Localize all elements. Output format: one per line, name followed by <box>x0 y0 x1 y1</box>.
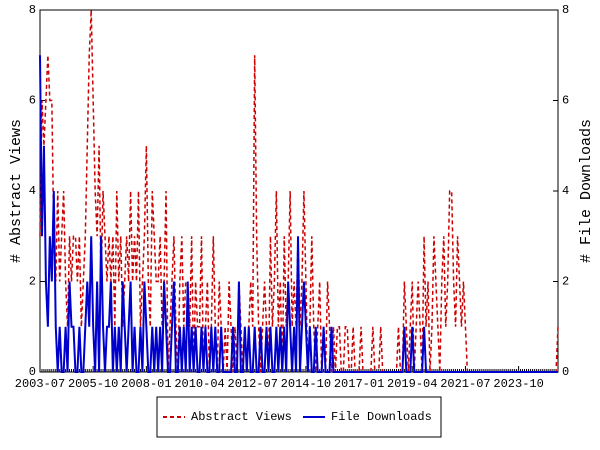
y-tick-label: 6 <box>29 94 36 108</box>
x-tick-label: 2019-04 <box>387 377 437 391</box>
y-tick-label: 8 <box>29 3 36 17</box>
x-tick-label: 2023-10 <box>493 377 543 391</box>
x-tick-label: 2014-10 <box>281 377 331 391</box>
legend-label: File Downloads <box>331 410 432 424</box>
y2-tick-label: 0 <box>562 365 569 379</box>
x-tick-label: 2010-04 <box>174 377 224 391</box>
y-axis-label: # Abstract Views <box>8 119 25 263</box>
x-tick-label: 2017-01 <box>334 377 384 391</box>
y-tick-label: 0 <box>29 365 36 379</box>
y2-tick-label: 6 <box>562 94 569 108</box>
y2-tick-label: 4 <box>562 184 569 198</box>
legend-label: Abstract Views <box>191 410 292 424</box>
x-tick-label: 2003-07 <box>15 377 65 391</box>
y2-tick-label: 8 <box>562 3 569 17</box>
legend-box <box>156 396 442 438</box>
y2-axis-label: # File Downloads <box>578 119 595 263</box>
x-tick-label: 2012-07 <box>228 377 278 391</box>
x-tick-label: 2021-07 <box>440 377 490 391</box>
x-tick-label: 2005-10 <box>68 377 118 391</box>
y-tick-label: 4 <box>29 184 36 198</box>
y-tick-label: 2 <box>29 275 36 289</box>
x-tick-label: 2008-01 <box>121 377 171 391</box>
series-line <box>39 55 558 373</box>
y2-tick-label: 2 <box>562 275 569 289</box>
